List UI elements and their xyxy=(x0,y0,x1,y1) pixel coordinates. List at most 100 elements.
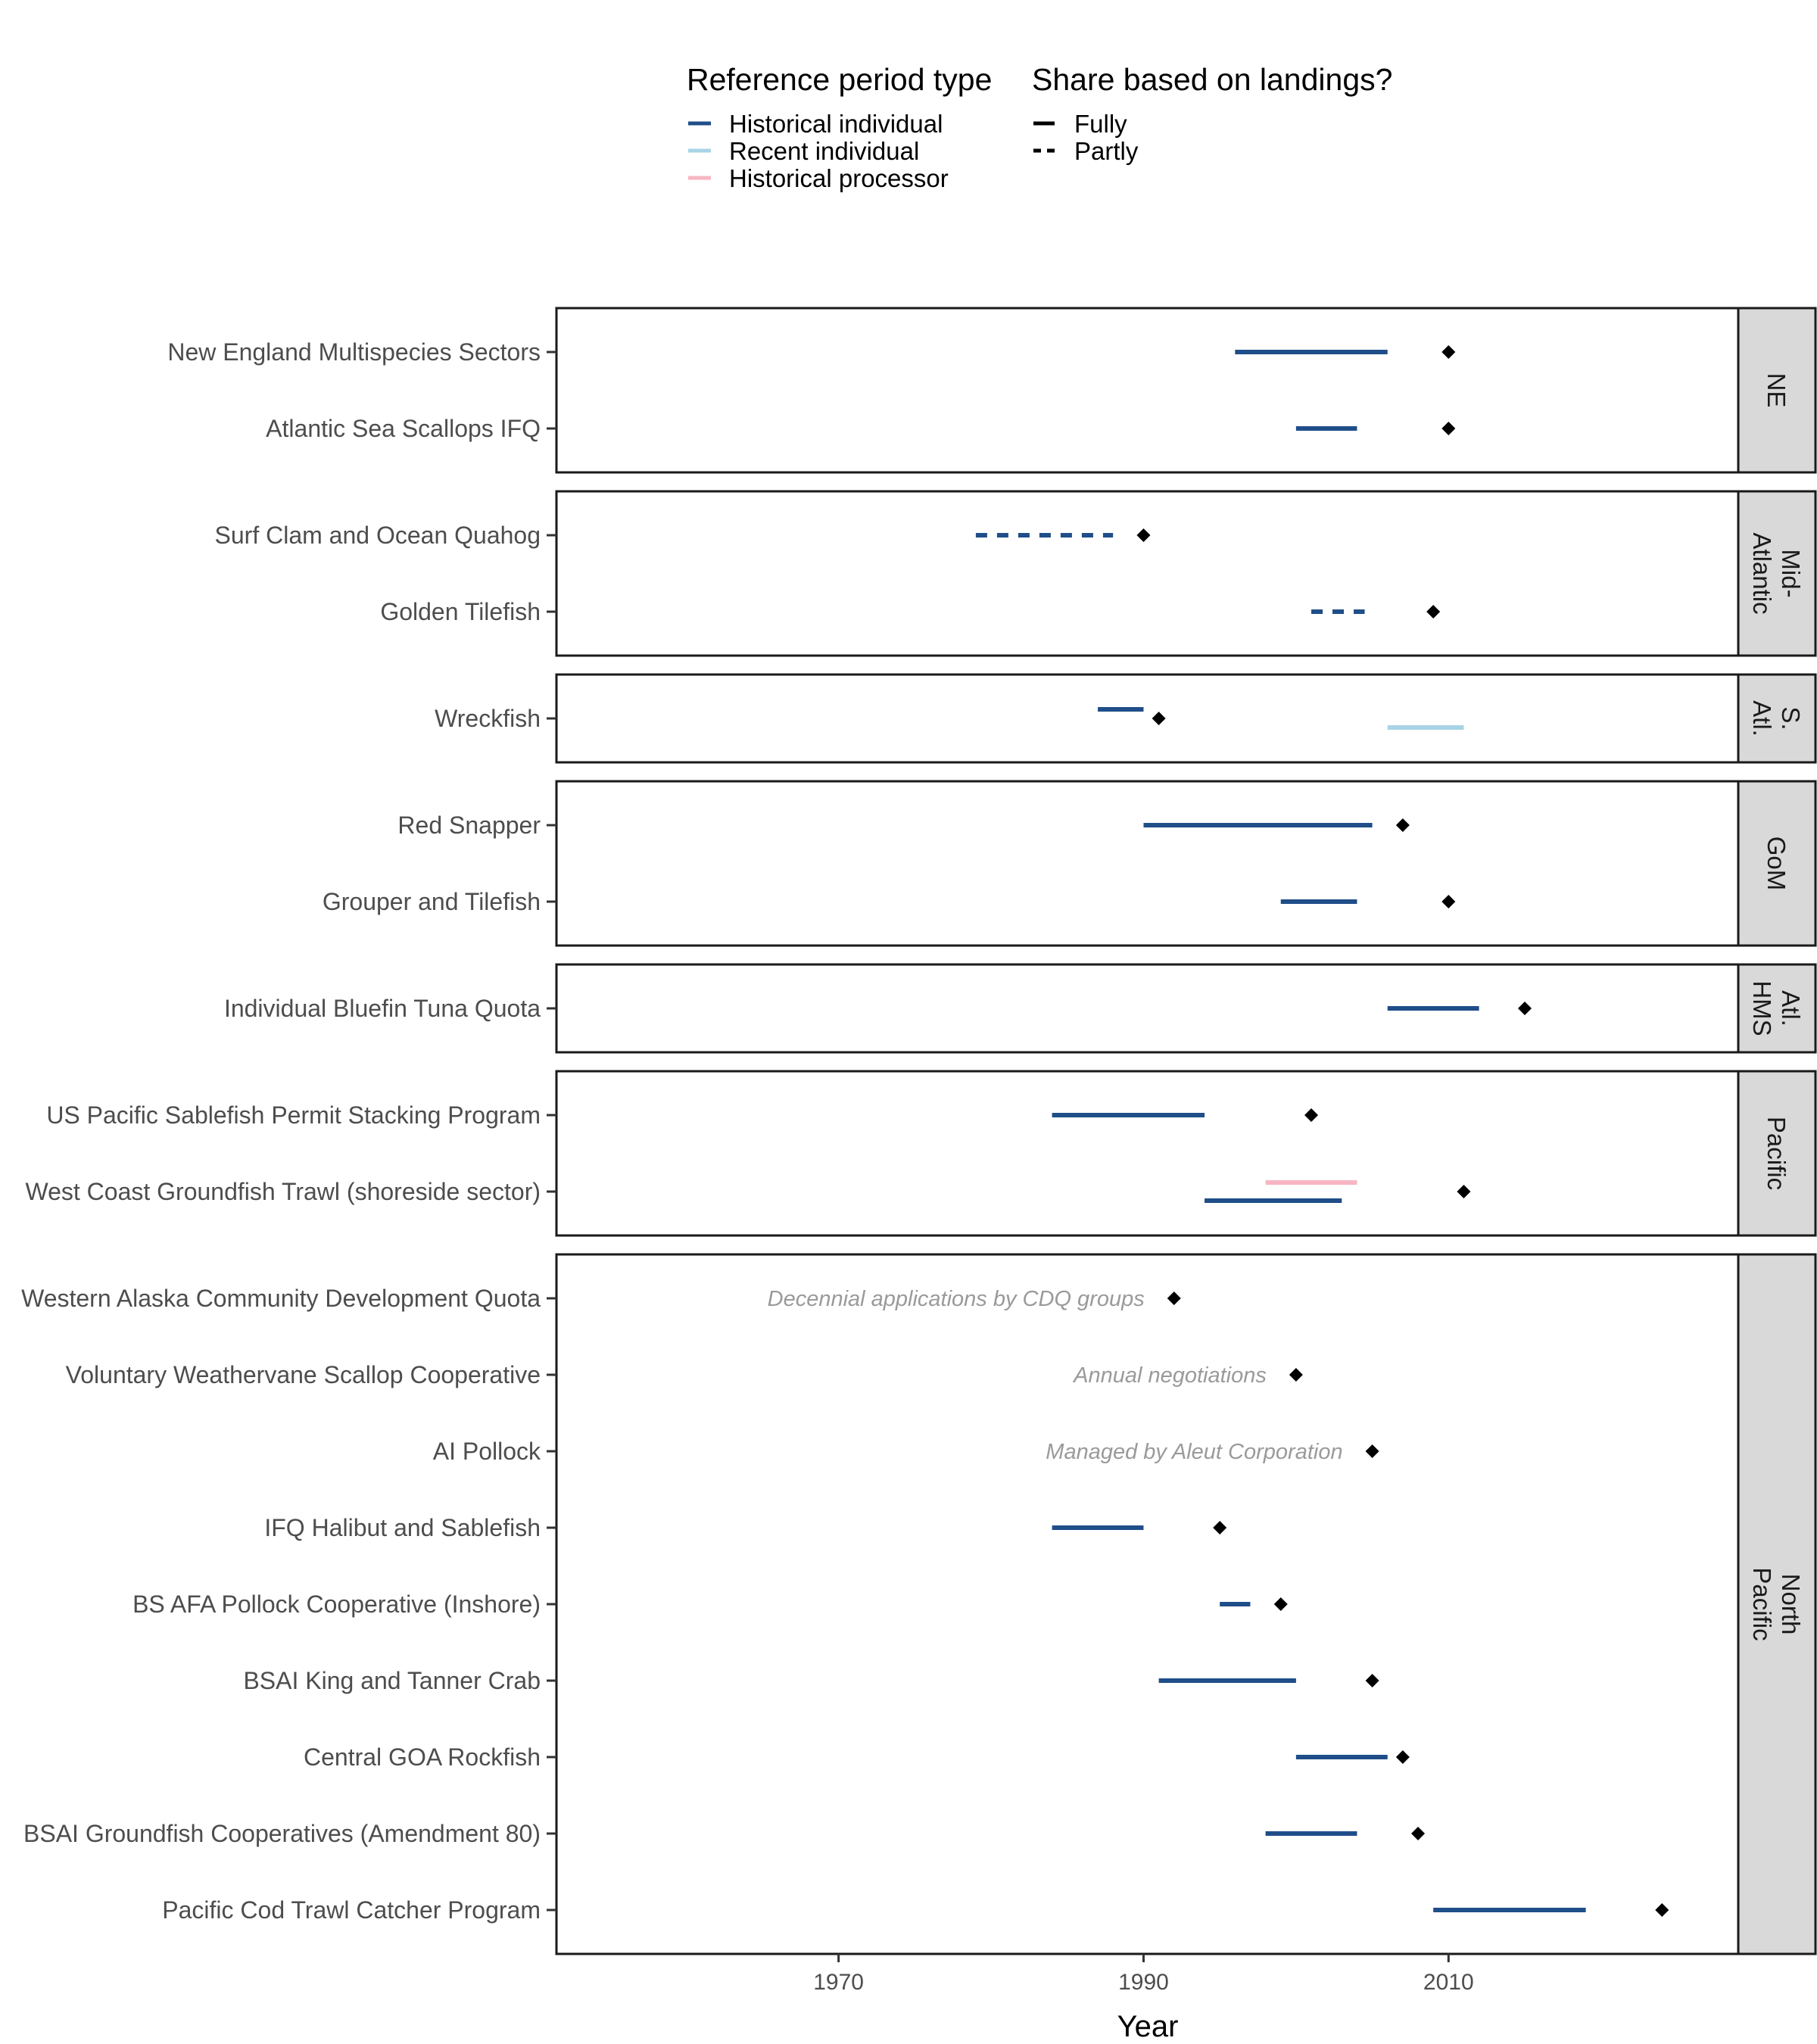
strip-label-atl-hms: Atl.HMS xyxy=(1748,980,1805,1036)
panel-gom: GoM Red Snapper Grouper and Tilefish xyxy=(323,780,1817,947)
program-row-us-pacific-sablefish-permit-stacking-program: US Pacific Sablefish Permit Stacking Pro… xyxy=(46,1101,1319,1129)
panel-frame xyxy=(555,780,1740,947)
implementation-point xyxy=(1273,1597,1288,1611)
program-label: Surf Clam and Ocean Quahog xyxy=(215,522,541,549)
program-label: Atlantic Sea Scallops IFQ xyxy=(266,415,541,442)
program-row-golden-tilefish: Golden Tilefish xyxy=(380,598,1441,625)
program-row-grouper-and-tilefish: Grouper and Tilefish xyxy=(323,888,1456,915)
panel-s-atl: S.Atl. Wreckfish xyxy=(435,673,1817,764)
program-row-bsai-king-and-tanner-crab: BSAI King and Tanner Crab xyxy=(243,1667,1379,1694)
implementation-point xyxy=(1411,1827,1426,1840)
implementation-point xyxy=(1655,1903,1669,1917)
strip-label-ne: NE xyxy=(1762,373,1791,408)
program-label: Western Alaska Community Development Quo… xyxy=(21,1285,541,1312)
implementation-point xyxy=(1395,818,1410,832)
program-label: AI Pollock xyxy=(433,1438,541,1465)
program-label: New England Multispecies Sectors xyxy=(167,338,541,366)
implementation-point xyxy=(1213,1521,1227,1535)
program-label: BS AFA Pollock Cooperative (Inshore) xyxy=(132,1591,541,1618)
program-row-western-alaska-community-development-quota: Western Alaska Community Development Quo… xyxy=(21,1285,1181,1312)
implementation-point xyxy=(1167,1292,1181,1305)
strip-mid-atlantic xyxy=(1737,490,1817,657)
implementation-point xyxy=(1152,712,1166,725)
legend-item-partly: Partly xyxy=(1074,137,1139,165)
strip-pacific xyxy=(1737,1070,1817,1237)
program-row-ifq-halibut-and-sablefish: IFQ Halibut and Sablefish xyxy=(264,1514,1227,1541)
strip-label-pacific: Pacific xyxy=(1762,1117,1791,1190)
strip-label-gom: GoM xyxy=(1762,837,1791,891)
implementation-point xyxy=(1365,1674,1379,1687)
implementation-point xyxy=(1457,1185,1471,1198)
program-label: BSAI Groundfish Cooperatives (Amendment … xyxy=(23,1820,541,1847)
implementation-point xyxy=(1304,1108,1319,1122)
panel-ne: NE New England Multispecies Sectors Atlant… xyxy=(167,307,1817,474)
strip-gom xyxy=(1737,780,1817,947)
program-row-surf-clam-and-ocean-quahog: Surf Clam and Ocean Quahog xyxy=(215,522,1151,549)
implementation-point xyxy=(1441,895,1456,908)
program-note: Annual negotiations xyxy=(1072,1363,1267,1388)
program-label: Pacific Cod Trawl Catcher Program xyxy=(162,1896,541,1924)
strip-label-mid-atlantic: Mid-Atlantic xyxy=(1748,532,1805,614)
program-label: BSAI King and Tanner Crab xyxy=(243,1667,541,1694)
x-axis: 1970 1990 2010 xyxy=(813,1954,1474,1995)
program-row-central-goa-rockfish: Central GOA Rockfish xyxy=(304,1743,1410,1771)
program-row-new-england-multispecies-sectors: New England Multispecies Sectors xyxy=(167,338,1456,366)
program-label: Red Snapper xyxy=(397,812,541,839)
program-row-ai-pollock: AI Pollock Managed by Aleut Corporation xyxy=(433,1438,1379,1465)
program-row-atlantic-sea-scallops-ifq: Atlantic Sea Scallops IFQ xyxy=(266,415,1456,442)
program-label: Individual Bluefin Tuna Quota xyxy=(224,995,541,1022)
panels: NE New England Multispecies Sectors Atlant… xyxy=(21,307,1817,1955)
implementation-point xyxy=(1136,528,1151,542)
legend-landings: Share based on landings? Fully Partly xyxy=(1032,62,1392,165)
strip-north-pacific xyxy=(1737,1253,1817,1955)
program-label: Wreckfish xyxy=(435,705,541,732)
implementation-point xyxy=(1395,1750,1410,1764)
x-tick-label: 1990 xyxy=(1118,1970,1169,1995)
legend-item-historical-processor: Historical processor xyxy=(729,164,949,192)
strip-ne xyxy=(1737,307,1817,474)
panel-frame xyxy=(555,963,1740,1054)
implementation-point xyxy=(1365,1444,1379,1458)
legend-item-fully: Fully xyxy=(1074,110,1127,138)
panel-mid-atlantic: Mid-Atlantic Surf Clam and Ocean Quahog Go… xyxy=(215,490,1817,657)
legend-landings-title: Share based on landings? xyxy=(1032,62,1392,97)
panel-frame xyxy=(555,307,1740,474)
strip-label-north-pacific: NorthPacific xyxy=(1748,1567,1805,1640)
x-tick-label: 1970 xyxy=(813,1970,864,1995)
program-note: Decennial applications by CDQ groups xyxy=(768,1287,1145,1311)
program-label: West Coast Groundfish Trawl (shoreside s… xyxy=(25,1178,541,1205)
panel-frame xyxy=(555,490,1740,657)
program-row-voluntary-weathervane-scallop-cooperative: Voluntary Weathervane Scallop Cooperativ… xyxy=(66,1361,1303,1388)
panel-north-pacific: NorthPacific Western Alaska Community Dev… xyxy=(21,1253,1817,1955)
strip-label-s-atl: S.Atl. xyxy=(1748,700,1805,737)
program-row-bsai-groundfish-cooperatives-amendment-80: BSAI Groundfish Cooperatives (Amendment … xyxy=(23,1820,1426,1847)
implementation-point xyxy=(1289,1368,1303,1382)
implementation-point xyxy=(1441,422,1456,435)
panel-atl-hms: Atl.HMS Individual Bluefin Tuna Quota xyxy=(224,963,1817,1054)
program-label: Golden Tilefish xyxy=(380,598,541,625)
program-note: Managed by Aleut Corporation xyxy=(1046,1440,1342,1464)
implementation-point xyxy=(1518,1002,1532,1015)
program-label: IFQ Halibut and Sablefish xyxy=(264,1514,541,1541)
legend-period-type-title: Reference period type xyxy=(687,62,992,97)
legend-period-type: Reference period type Historical individ… xyxy=(687,62,992,192)
implementation-point xyxy=(1426,605,1441,618)
program-label: Central GOA Rockfish xyxy=(304,1743,541,1771)
x-axis-title: Year xyxy=(1117,2010,1179,2043)
implementation-point xyxy=(1441,345,1456,359)
panel-frame xyxy=(555,1070,1740,1237)
program-label: Voluntary Weathervane Scallop Cooperativ… xyxy=(66,1361,541,1388)
panel-frame xyxy=(555,1253,1740,1955)
program-row-wreckfish: Wreckfish xyxy=(435,705,1464,732)
panel-frame xyxy=(555,673,1740,764)
program-row-west-coast-groundfish-trawl-shoreside-sector: West Coast Groundfish Trawl (shoreside s… xyxy=(25,1178,1471,1205)
program-row-red-snapper: Red Snapper xyxy=(397,812,1410,839)
x-tick-label: 2010 xyxy=(1423,1970,1474,1995)
program-row-pacific-cod-trawl-catcher-program: Pacific Cod Trawl Catcher Program xyxy=(162,1896,1669,1924)
program-label: Grouper and Tilefish xyxy=(323,888,541,915)
program-label: US Pacific Sablefish Permit Stacking Pro… xyxy=(46,1101,541,1129)
program-row-bs-afa-pollock-cooperative-inshore: BS AFA Pollock Cooperative (Inshore) xyxy=(132,1591,1288,1618)
program-row-individual-bluefin-tuna-quota: Individual Bluefin Tuna Quota xyxy=(224,995,1532,1022)
panel-pacific: Pacific US Pacific Sablefish Permit Stack… xyxy=(25,1070,1817,1237)
